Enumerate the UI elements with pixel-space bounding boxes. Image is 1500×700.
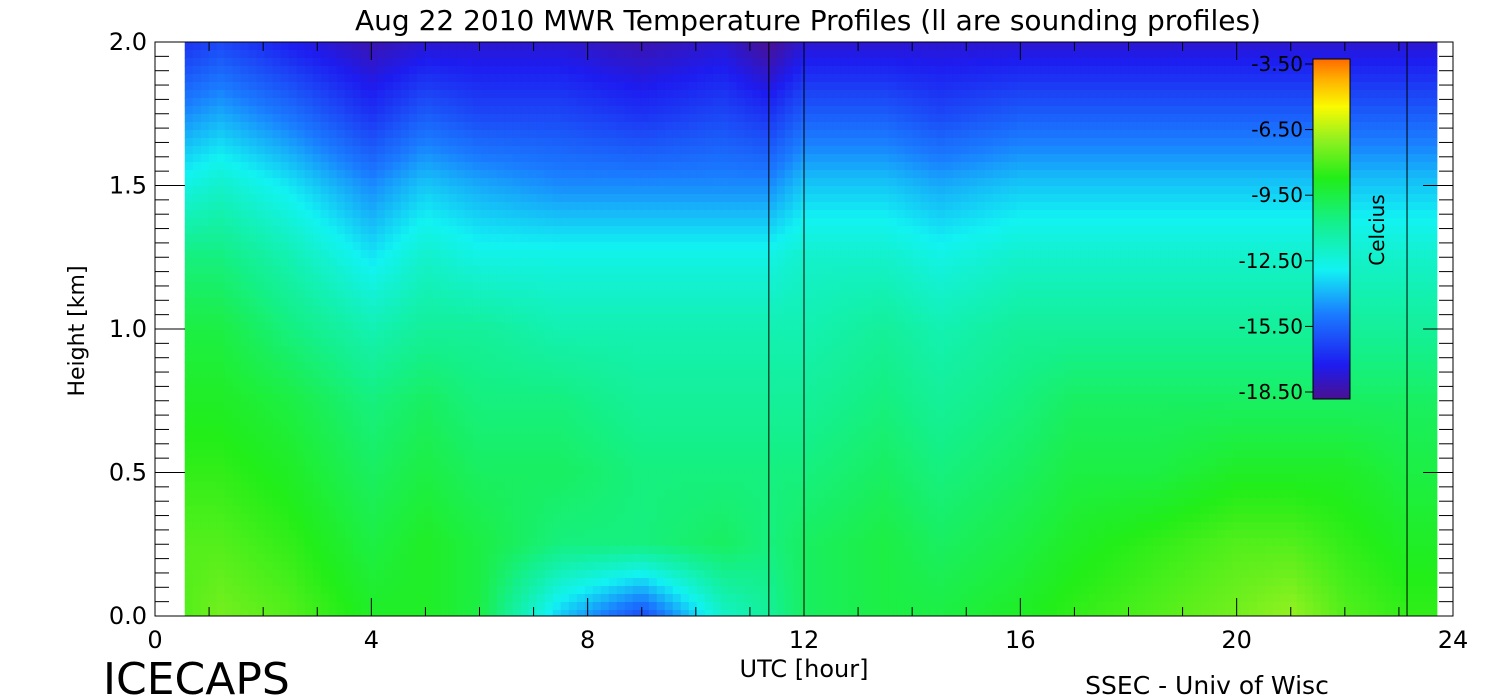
colorbar-label: Celcius xyxy=(1365,194,1389,265)
x-tick-label: 20 xyxy=(1221,626,1252,654)
sounding-lines xyxy=(768,42,1408,616)
x-axis-label: UTC [hour] xyxy=(740,655,869,683)
y-tick-label: 2.0 xyxy=(109,28,147,56)
x-tick-label: 0 xyxy=(147,626,162,654)
x-tick-label: 4 xyxy=(364,626,379,654)
x-axis: 0 4 8 12 16 20 24 xyxy=(147,42,1468,654)
colorbar-tick-label: -18.50 xyxy=(1239,380,1303,404)
colorbar: -3.50 -6.50 -9.50 -12.50 -15.50 -18.50 Celciu… xyxy=(1239,52,1389,404)
x-tick-label: 12 xyxy=(789,626,820,654)
colorbar-gradient xyxy=(1312,58,1351,400)
temperature-heatmap xyxy=(184,42,1438,616)
y-tick-label: 1.5 xyxy=(109,172,147,200)
colorbar-tick-label: -9.50 xyxy=(1251,183,1303,207)
x-tick-label: 8 xyxy=(580,626,595,654)
footer-right-label: SSEC - Univ of Wisc xyxy=(1085,671,1329,700)
y-tick-label: 0.0 xyxy=(109,602,147,630)
colorbar-ticks: -3.50 -6.50 -9.50 -12.50 -15.50 -18.50 xyxy=(1239,52,1313,404)
y-tick-label: 0.5 xyxy=(109,459,147,487)
colorbar-tick-label: -3.50 xyxy=(1251,52,1303,76)
colorbar-tick-label: -6.50 xyxy=(1251,118,1303,142)
chart-title: Aug 22 2010 MWR Temperature Profiles (ll… xyxy=(355,4,1261,37)
y-tick-label: 1.0 xyxy=(109,315,147,343)
footer-left-label: ICECAPS xyxy=(103,654,290,700)
y-axis-label: Height [km] xyxy=(65,265,90,396)
colorbar-tick-label: -15.50 xyxy=(1239,314,1303,338)
x-tick-label: 16 xyxy=(1005,626,1036,654)
y-axis: 0.0 0.5 1.0 1.5 2.0 xyxy=(109,28,1453,630)
x-tick-label: 24 xyxy=(1438,626,1469,654)
colorbar-tick-label: -12.50 xyxy=(1239,249,1303,273)
